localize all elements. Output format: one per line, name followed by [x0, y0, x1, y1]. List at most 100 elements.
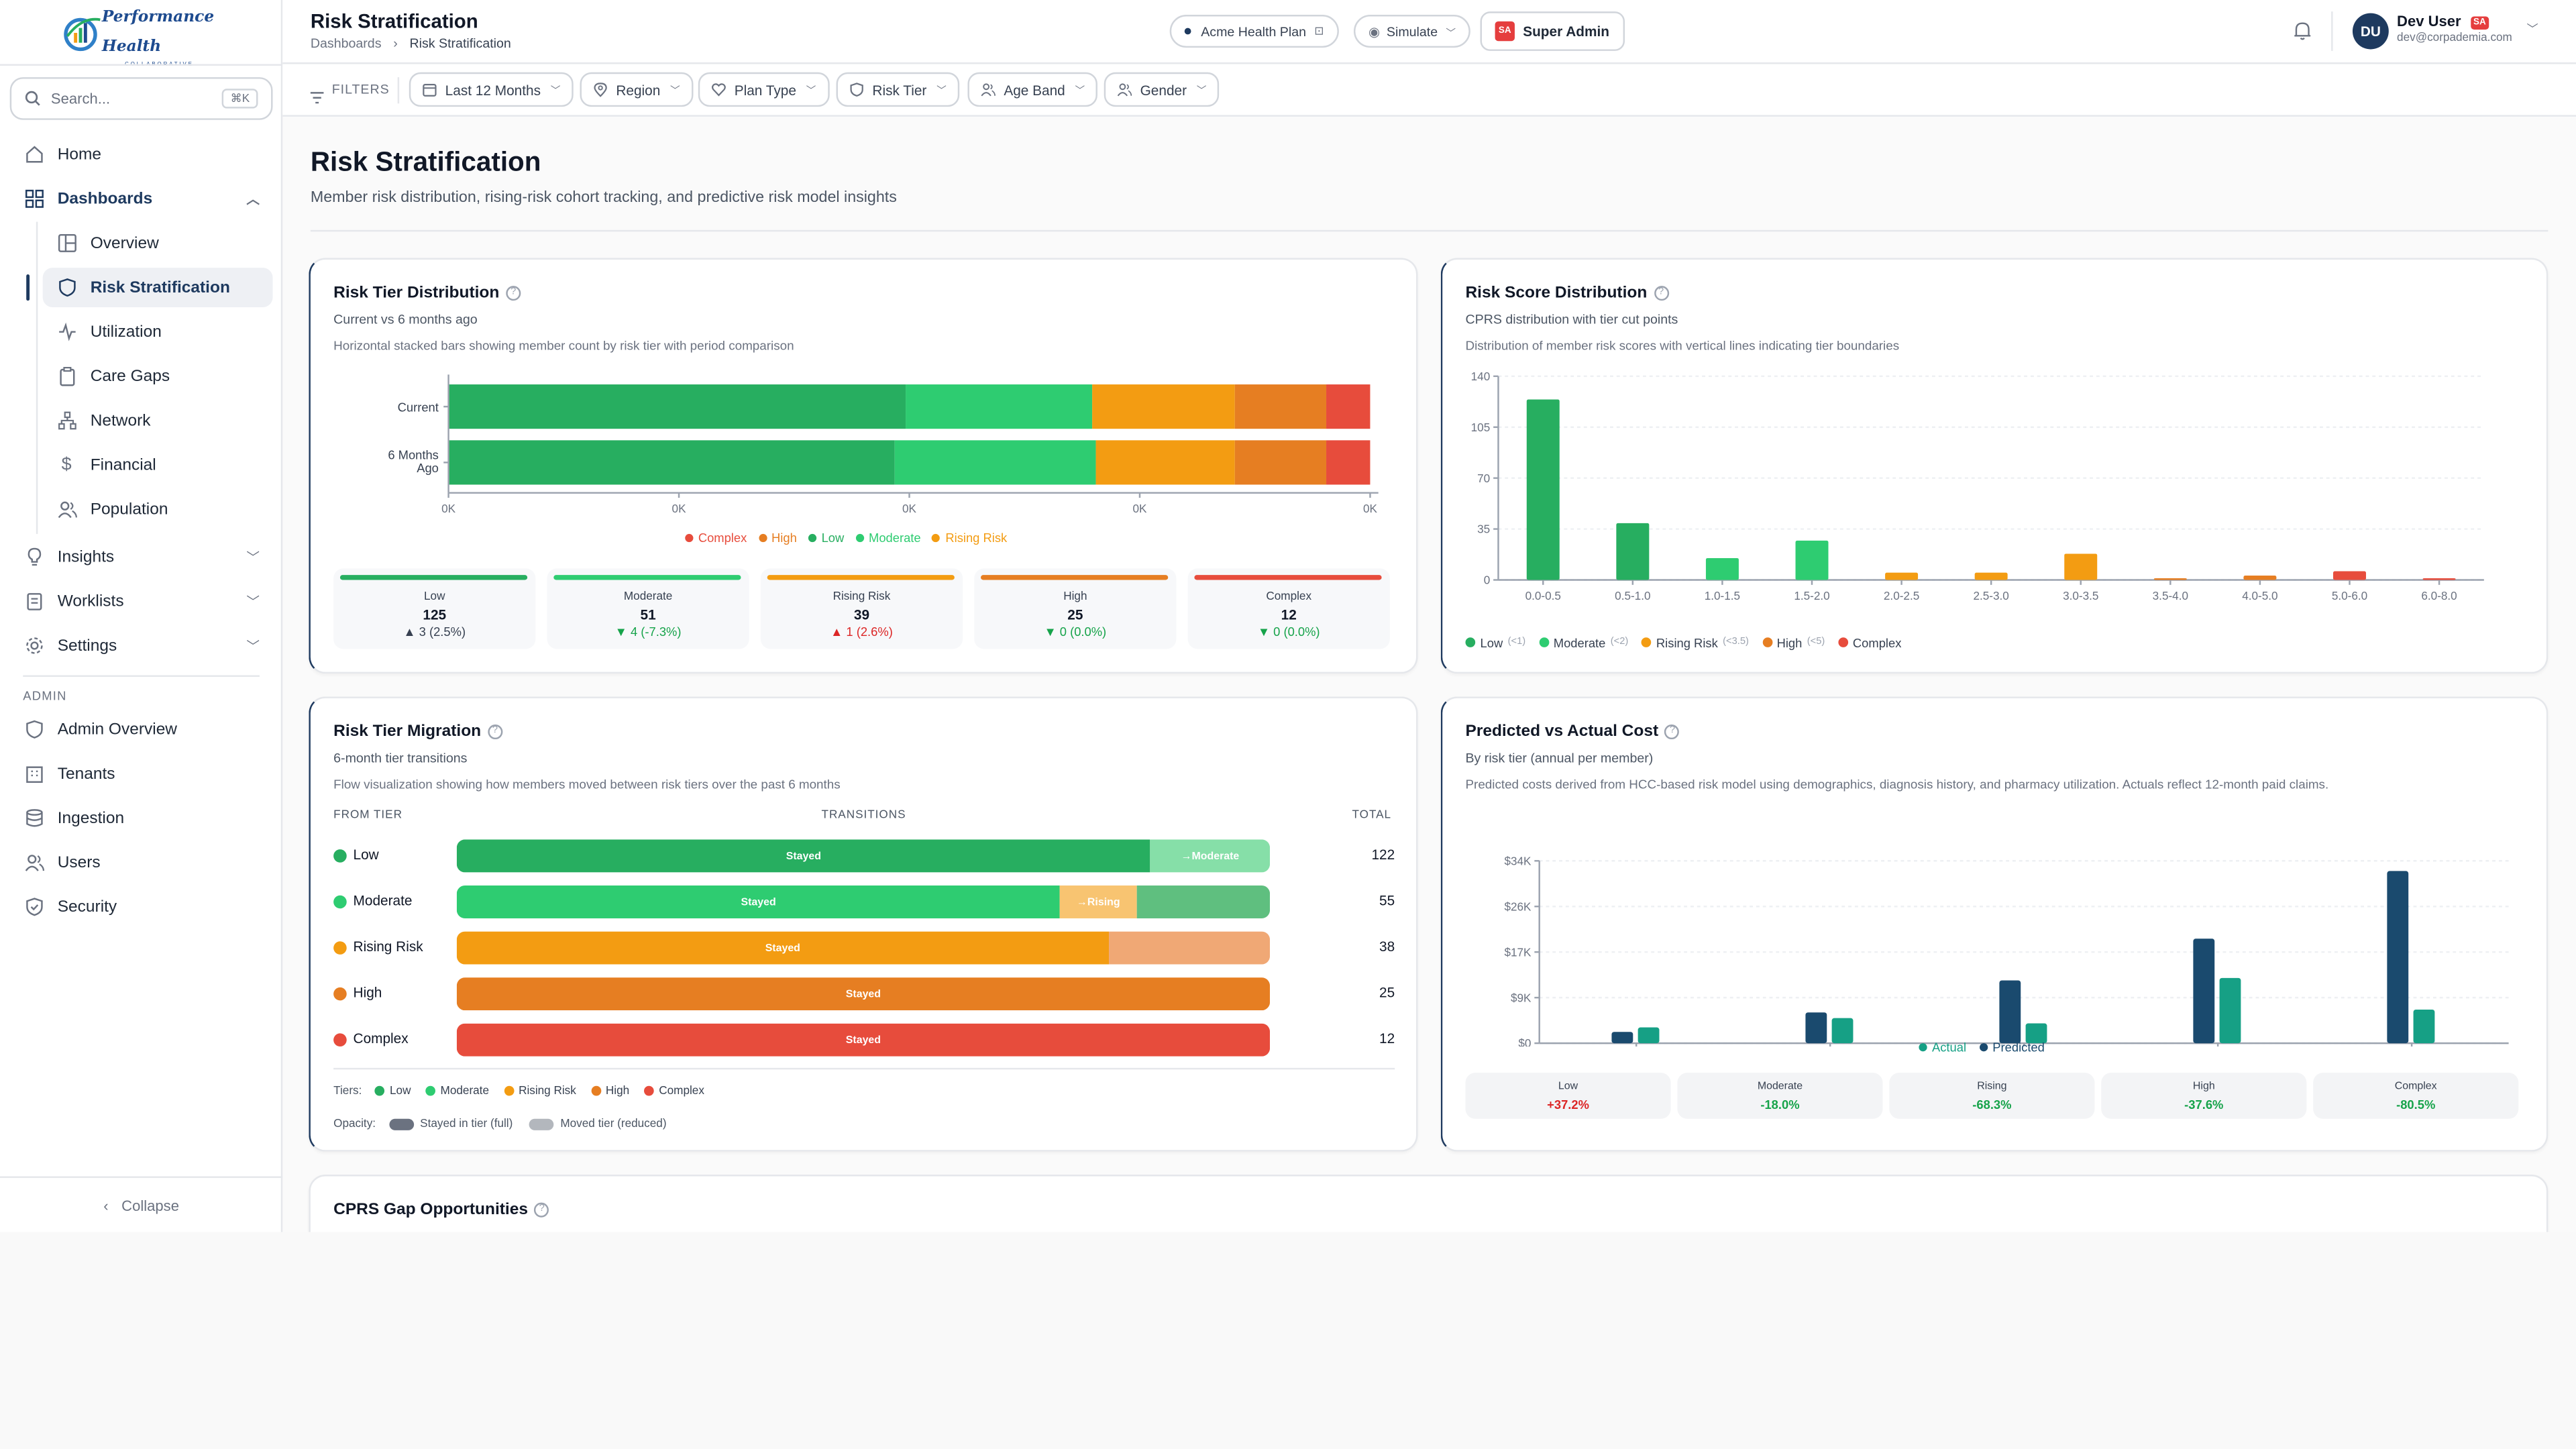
active-indicator: [26, 274, 30, 301]
filter-date-range[interactable]: Last 12 Months ﹀: [409, 72, 574, 107]
filter-plan-type[interactable]: Plan Type ﹀: [698, 72, 829, 107]
brand-logo[interactable]: Performance Health COLLABORATIVE: [62, 9, 227, 66]
cost-gap-low: Low +37.2%: [1465, 1073, 1671, 1119]
sidebar-item-dashboards[interactable]: Dashboards ︿: [10, 180, 273, 217]
bar-predicted: [1831, 1018, 1854, 1044]
sidebar-item-risk-stratification[interactable]: Risk Stratification: [42, 268, 273, 307]
risk-tier-migration-card: Risk Tier Migration? 6-month tier transi…: [309, 696, 1418, 1152]
user-email: dev@corpademia.com: [2397, 32, 2512, 45]
cost-chart: $0$9K$17K$26K$34KLowModerateRising RiskH…: [1504, 854, 2509, 1047]
sidebar-item-users[interactable]: Users: [10, 845, 273, 881]
chevron-down-icon[interactable]: ﹀: [2526, 24, 2538, 36]
bar-low: [448, 384, 906, 429]
filter-icon: [309, 84, 325, 113]
simulate-button[interactable]: ◉ Simulate ﹀: [1353, 15, 1471, 48]
sidebar-item-worklists[interactable]: Worklists ﹀: [10, 583, 273, 619]
sidebar-item-insights[interactable]: Insights ﹀: [10, 539, 273, 575]
card-subtitle: Current vs 6 months ago: [333, 312, 478, 327]
histogram-bar: [1885, 572, 1919, 580]
help-icon[interactable]: ?: [487, 724, 503, 739]
help-icon[interactable]: ?: [534, 1202, 549, 1218]
filter-region[interactable]: Region ﹀: [580, 72, 694, 107]
sidebar-item-network[interactable]: Network: [43, 402, 273, 439]
sidebar-item-admin-overview[interactable]: Admin Overview: [10, 711, 273, 747]
tiers-label: Tiers:: [333, 1085, 362, 1097]
sidebar-item-settings[interactable]: Settings ﹀: [10, 628, 273, 664]
migration-row-moderate[interactable]: Moderate Stayed →Rising 55: [333, 885, 1395, 918]
migration-row-complex[interactable]: Complex Stayed 12: [333, 1023, 1395, 1057]
sidebar-item-tenants[interactable]: Tenants: [10, 756, 273, 792]
sidebar-item-security[interactable]: Security: [10, 889, 273, 925]
user-role-badge: SA: [2470, 15, 2489, 30]
help-icon[interactable]: ?: [1654, 285, 1669, 301]
legend-label: Actual: [1932, 1038, 1967, 1055]
legend-label: Complex: [698, 529, 747, 545]
legend-item-low: Low (<1): [1465, 634, 1525, 650]
sidebar-item-care-gaps[interactable]: Care Gaps: [43, 358, 273, 394]
filter-gender[interactable]: Gender ﹀: [1104, 72, 1220, 107]
x-tick-label: 0K: [441, 502, 456, 515]
search-input[interactable]: Search... ⌘K: [9, 77, 273, 120]
legend-dot-icon: [808, 533, 817, 541]
bar-actual: [1999, 980, 2021, 1044]
sidebar-item-financial[interactable]: $ Financial: [43, 447, 273, 483]
legend-dot-icon: [1919, 1042, 1927, 1051]
dashboard-grid-icon: [23, 188, 44, 209]
role-badge[interactable]: SA Super Admin: [1480, 11, 1625, 51]
chevron-down-icon: ﹀: [246, 638, 260, 653]
filter-risk-tier[interactable]: Risk Tier ﹀: [836, 72, 960, 107]
legend-label: Rising Risk: [945, 529, 1008, 545]
sidebar-item-population[interactable]: Population: [43, 491, 273, 527]
legend-dot-icon: [1837, 637, 1848, 647]
bar-predicted: [2413, 1009, 2435, 1044]
sidebar-item-label: Admin Overview: [57, 720, 178, 739]
breadcrumb-item-dashboards[interactable]: Dashboards: [310, 36, 382, 51]
sidebar-item-overview[interactable]: Overview: [43, 225, 273, 262]
filter-label: Plan Type: [734, 81, 796, 98]
sidebar-item-label: Home: [57, 145, 102, 164]
legend-dot-icon: [758, 533, 767, 541]
histogram-bar: [1616, 523, 1650, 580]
sidebar-item-label: Network: [90, 411, 151, 430]
sidebar-item-label: Care Gaps: [90, 367, 170, 386]
y-tick-label: 6 Months Ago: [388, 447, 439, 475]
stat-value: 125: [423, 606, 447, 623]
avatar[interactable]: DU: [2352, 13, 2389, 50]
bell-icon[interactable]: [2292, 19, 2313, 49]
tier-dot-icon: [374, 1085, 385, 1096]
legend-item-low: Low: [808, 529, 844, 545]
sidebar-item-ingestion[interactable]: Ingestion: [10, 800, 273, 837]
legend-item-rising-risk: Rising Risk: [932, 529, 1007, 545]
chevron-down-icon: ﹀: [550, 87, 561, 97]
migration-row-rising-risk[interactable]: Rising Risk Stayed 38: [333, 931, 1395, 965]
activity-icon: [56, 321, 77, 343]
help-icon[interactable]: ?: [506, 285, 521, 301]
bar-complex: [1326, 384, 1371, 429]
histogram-bar: [2332, 571, 2366, 580]
migration-row-low[interactable]: Low Stayed →Moderate 122: [333, 839, 1395, 873]
chevron-left-icon: ‹: [103, 1197, 109, 1214]
sidebar-item-home[interactable]: Home: [10, 136, 273, 172]
sidebar-item-label: Population: [90, 500, 168, 519]
stat-value: 12: [1281, 606, 1297, 623]
bar-predicted: [1638, 1027, 1660, 1044]
legend-label: Moderate: [869, 529, 921, 545]
collapse-button[interactable]: ‹ Collapse: [0, 1176, 283, 1232]
tier-stat-moderate: Moderate 51 ▼ 4 (-7.3%): [547, 568, 749, 649]
filter-label: Age Band: [1004, 81, 1065, 98]
migration-row-high[interactable]: High Stayed 25: [333, 977, 1395, 1011]
top-bar: Risk Stratification Dashboards › Risk St…: [282, 0, 2576, 64]
search-shortcut: ⌘K: [222, 89, 258, 109]
header-divider: [2331, 11, 2333, 51]
segment-moved: →Moderate: [1150, 839, 1271, 873]
filter-bar: FILTERS Last 12 Months ﹀ Region ﹀ Plan T…: [282, 64, 2576, 117]
sidebar-item-label: Tenants: [57, 765, 115, 783]
sidebar-item-utilization[interactable]: Utilization: [43, 314, 273, 350]
clipboard-icon: [56, 366, 77, 387]
help-icon[interactable]: ?: [1664, 724, 1680, 739]
sidebar-item-label: Security: [57, 898, 117, 916]
filter-age-band[interactable]: Age Band ﹀: [967, 72, 1098, 107]
tier-stat-high: High 25 ▼ 0 (0.0%): [974, 568, 1177, 649]
tier-label: Rising Risk: [353, 938, 423, 955]
plan-selector[interactable]: Acme Health Plan ⊡: [1169, 15, 1339, 48]
